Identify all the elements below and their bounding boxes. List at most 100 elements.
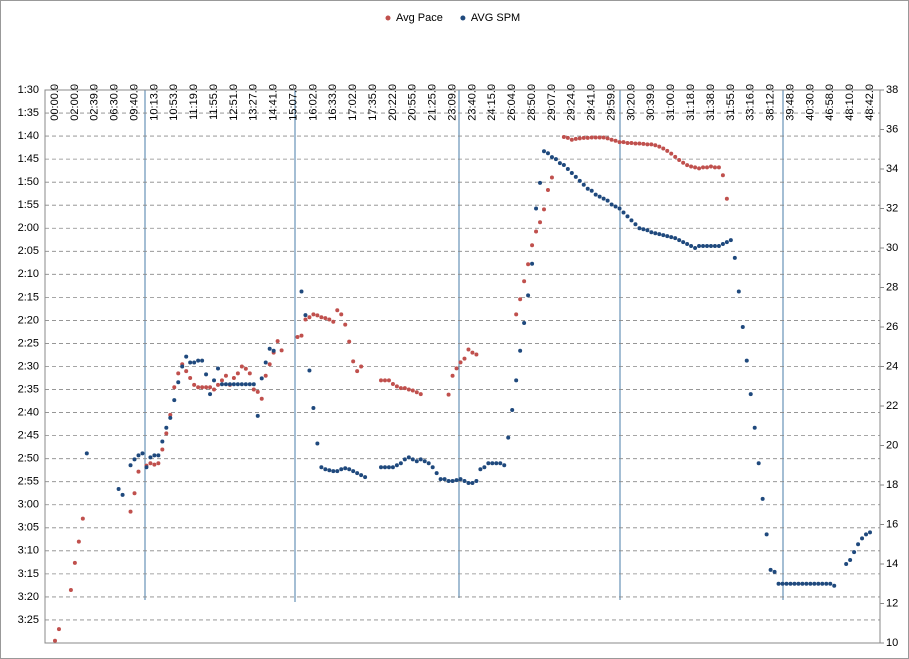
data-point [339,312,344,317]
data-point [569,137,574,142]
data-point [168,415,173,420]
data-point [414,390,419,395]
data-point [645,228,650,233]
data-point [160,447,165,452]
data-point [68,588,73,593]
data-point [804,581,809,586]
data-point [343,466,348,471]
x-tick-label: 10:13.0 [148,84,160,121]
data-point [418,457,423,462]
data-point [136,453,141,458]
data-point [323,467,328,472]
data-point [716,244,721,249]
data-point [708,244,713,249]
y2-tick-label: 12 [886,597,898,609]
y-tick-label: 3:20 [18,591,39,603]
data-point [446,479,451,484]
y-tick-label: 1:50 [18,176,39,188]
x-tick-label: 46:58.0 [824,84,836,121]
data-point [438,477,443,482]
data-point [474,479,479,484]
data-point [538,180,543,185]
y-tick-label: 3:05 [18,522,39,534]
data-point [152,462,157,467]
y2-tick-label: 26 [886,321,898,333]
data-point [482,465,487,470]
data-point [677,158,682,163]
data-point [681,160,686,165]
y-tick-label: 1:30 [18,84,39,96]
data-point [84,451,89,456]
data-point [856,542,861,547]
y2-tick-label: 24 [886,360,898,372]
data-point [510,407,515,412]
data-point [184,369,189,374]
data-point [605,198,610,203]
y-tick-label: 2:55 [18,476,39,488]
x-tick-label: 17:35.0 [367,84,379,121]
data-point [327,317,332,322]
data-point [458,360,463,365]
data-point [486,461,491,466]
x-tick-label: 26:04.0 [506,84,518,121]
data-point [339,467,344,472]
y2-tick-label: 22 [886,400,898,412]
data-point [800,581,805,586]
data-point [470,481,475,486]
data-point [219,378,224,383]
data-point [422,459,427,464]
data-point [216,366,220,371]
data-point [192,360,197,365]
data-point [697,166,702,171]
plot-area [44,89,881,644]
x-tick-label: 31:38.0 [705,84,717,121]
data-point [530,261,535,266]
data-point [311,405,316,410]
y-tick-label: 2:00 [18,222,39,234]
data-point [140,451,145,456]
data-point [708,164,713,169]
data-point [426,461,431,466]
x-tick-label: 29:24.0 [566,84,578,121]
data-point [295,335,300,340]
data-point [231,376,236,381]
data-point [820,581,825,586]
data-point [474,352,479,357]
data-point [196,385,201,390]
x-tick-label: 48:10.0 [844,84,856,121]
data-point [693,165,698,170]
data-point [526,293,531,298]
x-tick-label: 09:40.0 [128,84,140,121]
data-point [577,178,582,183]
data-point [573,136,578,141]
data-point [343,322,348,327]
x-tick-label: 20:22.0 [387,84,399,121]
data-point [394,384,399,389]
y2-tick-label: 36 [886,123,898,135]
y-tick-label: 1:35 [18,107,39,119]
legend-marker [385,15,391,21]
data-point [303,313,308,318]
data-point [406,455,411,460]
data-point [522,321,527,326]
data-point [792,581,797,586]
x-tick-label: 02:00.0 [69,84,81,121]
data-point [184,354,189,359]
data-point [637,226,642,231]
data-point [844,562,849,566]
x-tick-label: 11:55.0 [208,84,220,120]
data-point [231,382,236,387]
data-point [697,244,702,249]
data-point [522,279,527,284]
data-point [534,229,539,234]
data-point [319,315,324,320]
data-point [255,413,260,418]
data-point [641,141,646,146]
data-point [156,453,161,458]
data-point [382,378,387,383]
data-point [204,385,209,390]
data-point [168,412,173,417]
data-point [498,461,503,466]
data-point [223,382,228,387]
